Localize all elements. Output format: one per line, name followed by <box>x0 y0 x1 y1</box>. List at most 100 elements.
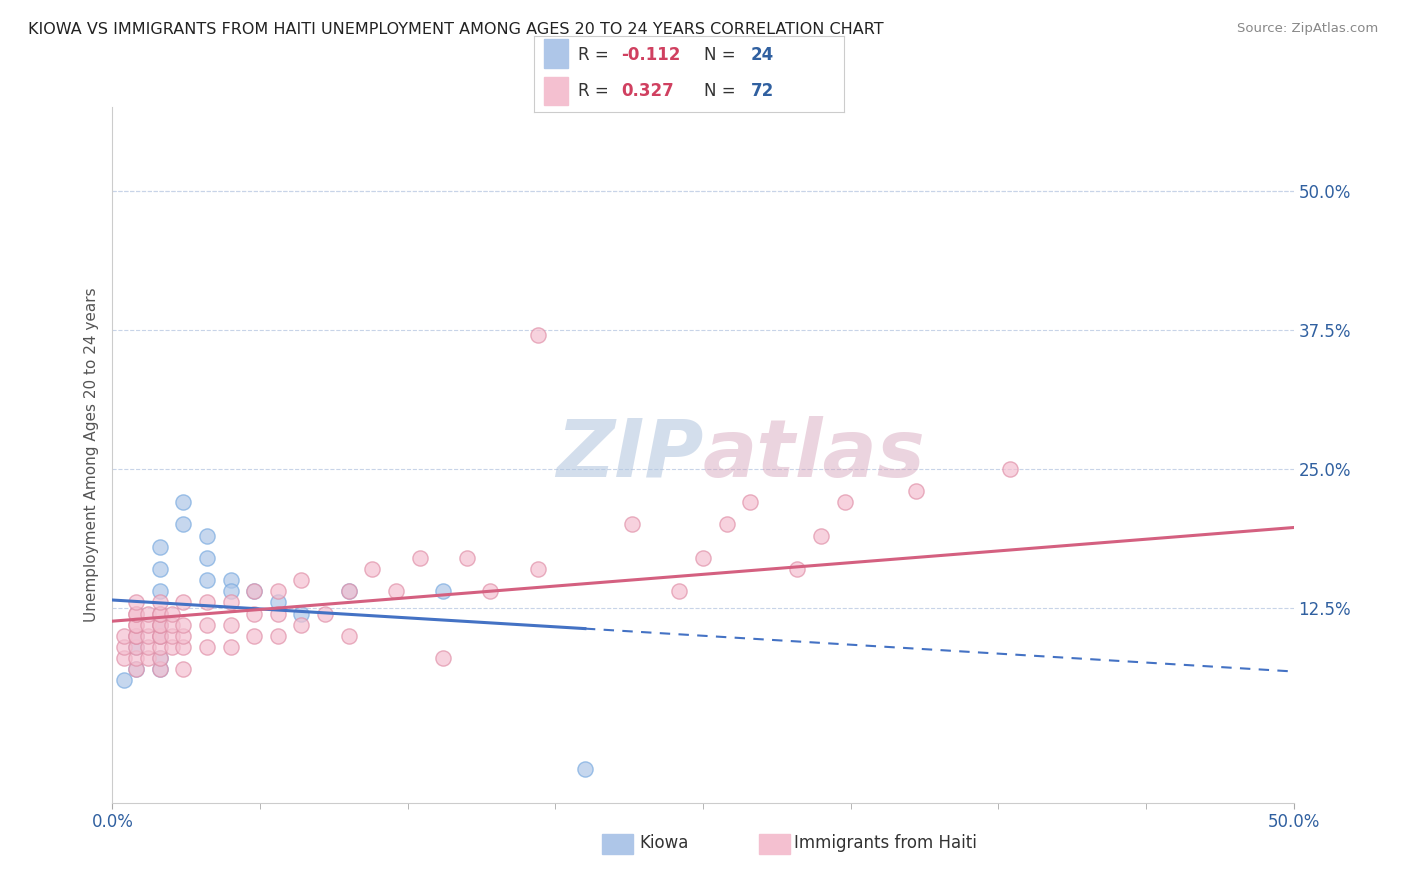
Point <box>149 617 172 632</box>
Point <box>267 595 290 609</box>
Point <box>810 528 832 542</box>
Y-axis label: Unemployment Among Ages 20 to 24 years: Unemployment Among Ages 20 to 24 years <box>83 287 98 623</box>
Point <box>149 617 172 632</box>
Point <box>243 629 266 643</box>
Text: N =: N = <box>704 82 741 100</box>
Point <box>136 607 159 621</box>
Point <box>526 328 548 343</box>
Point <box>125 640 148 654</box>
Point <box>432 651 454 665</box>
Point <box>149 629 172 643</box>
Point <box>149 562 172 576</box>
Point <box>243 584 266 599</box>
Point <box>160 617 183 632</box>
Bar <box>544 77 568 105</box>
Point <box>172 629 194 643</box>
Point <box>112 651 135 665</box>
Text: N =: N = <box>704 45 741 63</box>
Point <box>149 607 172 621</box>
Point <box>125 595 148 609</box>
Text: Immigrants from Haiti: Immigrants from Haiti <box>794 834 977 852</box>
Point <box>112 673 135 688</box>
Point <box>125 662 148 676</box>
Point <box>526 562 548 576</box>
Point <box>692 550 714 565</box>
Text: R =: R = <box>578 45 613 63</box>
Point <box>136 640 159 654</box>
Text: R =: R = <box>578 82 613 100</box>
Point <box>160 607 183 621</box>
Point <box>125 629 148 643</box>
Point <box>112 640 135 654</box>
Point <box>125 629 148 643</box>
Point <box>337 584 360 599</box>
Point <box>267 629 290 643</box>
Point <box>149 651 172 665</box>
Point <box>479 584 502 599</box>
Point <box>195 550 218 565</box>
Point <box>149 629 172 643</box>
Point <box>195 573 218 587</box>
Point <box>172 517 194 532</box>
Point <box>149 607 172 621</box>
Text: -0.112: -0.112 <box>621 45 681 63</box>
Point <box>125 662 148 676</box>
Point <box>904 484 927 499</box>
Point <box>136 629 159 643</box>
Text: ZIP: ZIP <box>555 416 703 494</box>
Text: atlas: atlas <box>703 416 925 494</box>
Text: Source: ZipAtlas.com: Source: ZipAtlas.com <box>1237 22 1378 36</box>
Point <box>160 640 183 654</box>
Point <box>408 550 430 565</box>
Point <box>456 550 478 565</box>
Point <box>195 528 218 542</box>
Point <box>314 607 336 621</box>
Point <box>172 662 194 676</box>
Point <box>290 607 312 621</box>
Point <box>716 517 738 532</box>
Point <box>574 763 596 777</box>
Point <box>361 562 384 576</box>
Point <box>149 662 172 676</box>
Point <box>668 584 690 599</box>
Point <box>112 629 135 643</box>
Point <box>219 573 242 587</box>
Point <box>267 607 290 621</box>
Point <box>172 495 194 509</box>
Point <box>136 617 159 632</box>
Point <box>149 662 172 676</box>
Point <box>149 584 172 599</box>
Point <box>385 584 408 599</box>
Point <box>195 617 218 632</box>
Text: KIOWA VS IMMIGRANTS FROM HAITI UNEMPLOYMENT AMONG AGES 20 TO 24 YEARS CORRELATIO: KIOWA VS IMMIGRANTS FROM HAITI UNEMPLOYM… <box>28 22 884 37</box>
Point <box>125 617 148 632</box>
Point <box>219 640 242 654</box>
Point <box>149 595 172 609</box>
Text: Kiowa: Kiowa <box>640 834 689 852</box>
Point <box>834 495 856 509</box>
Point <box>149 629 172 643</box>
Point <box>149 640 172 654</box>
Point <box>219 617 242 632</box>
Point <box>337 584 360 599</box>
Point <box>219 584 242 599</box>
Point <box>195 640 218 654</box>
Point <box>125 607 148 621</box>
Point <box>149 651 172 665</box>
Point <box>172 617 194 632</box>
Point <box>998 462 1021 476</box>
Point <box>290 617 312 632</box>
Text: 72: 72 <box>751 82 775 100</box>
Point <box>195 595 218 609</box>
Point <box>740 495 762 509</box>
Point <box>160 629 183 643</box>
Point <box>125 651 148 665</box>
Point <box>267 584 290 599</box>
Point <box>786 562 808 576</box>
Point <box>219 595 242 609</box>
Point <box>337 629 360 643</box>
Text: 24: 24 <box>751 45 775 63</box>
Text: 0.327: 0.327 <box>621 82 673 100</box>
Point <box>172 640 194 654</box>
Point <box>125 640 148 654</box>
